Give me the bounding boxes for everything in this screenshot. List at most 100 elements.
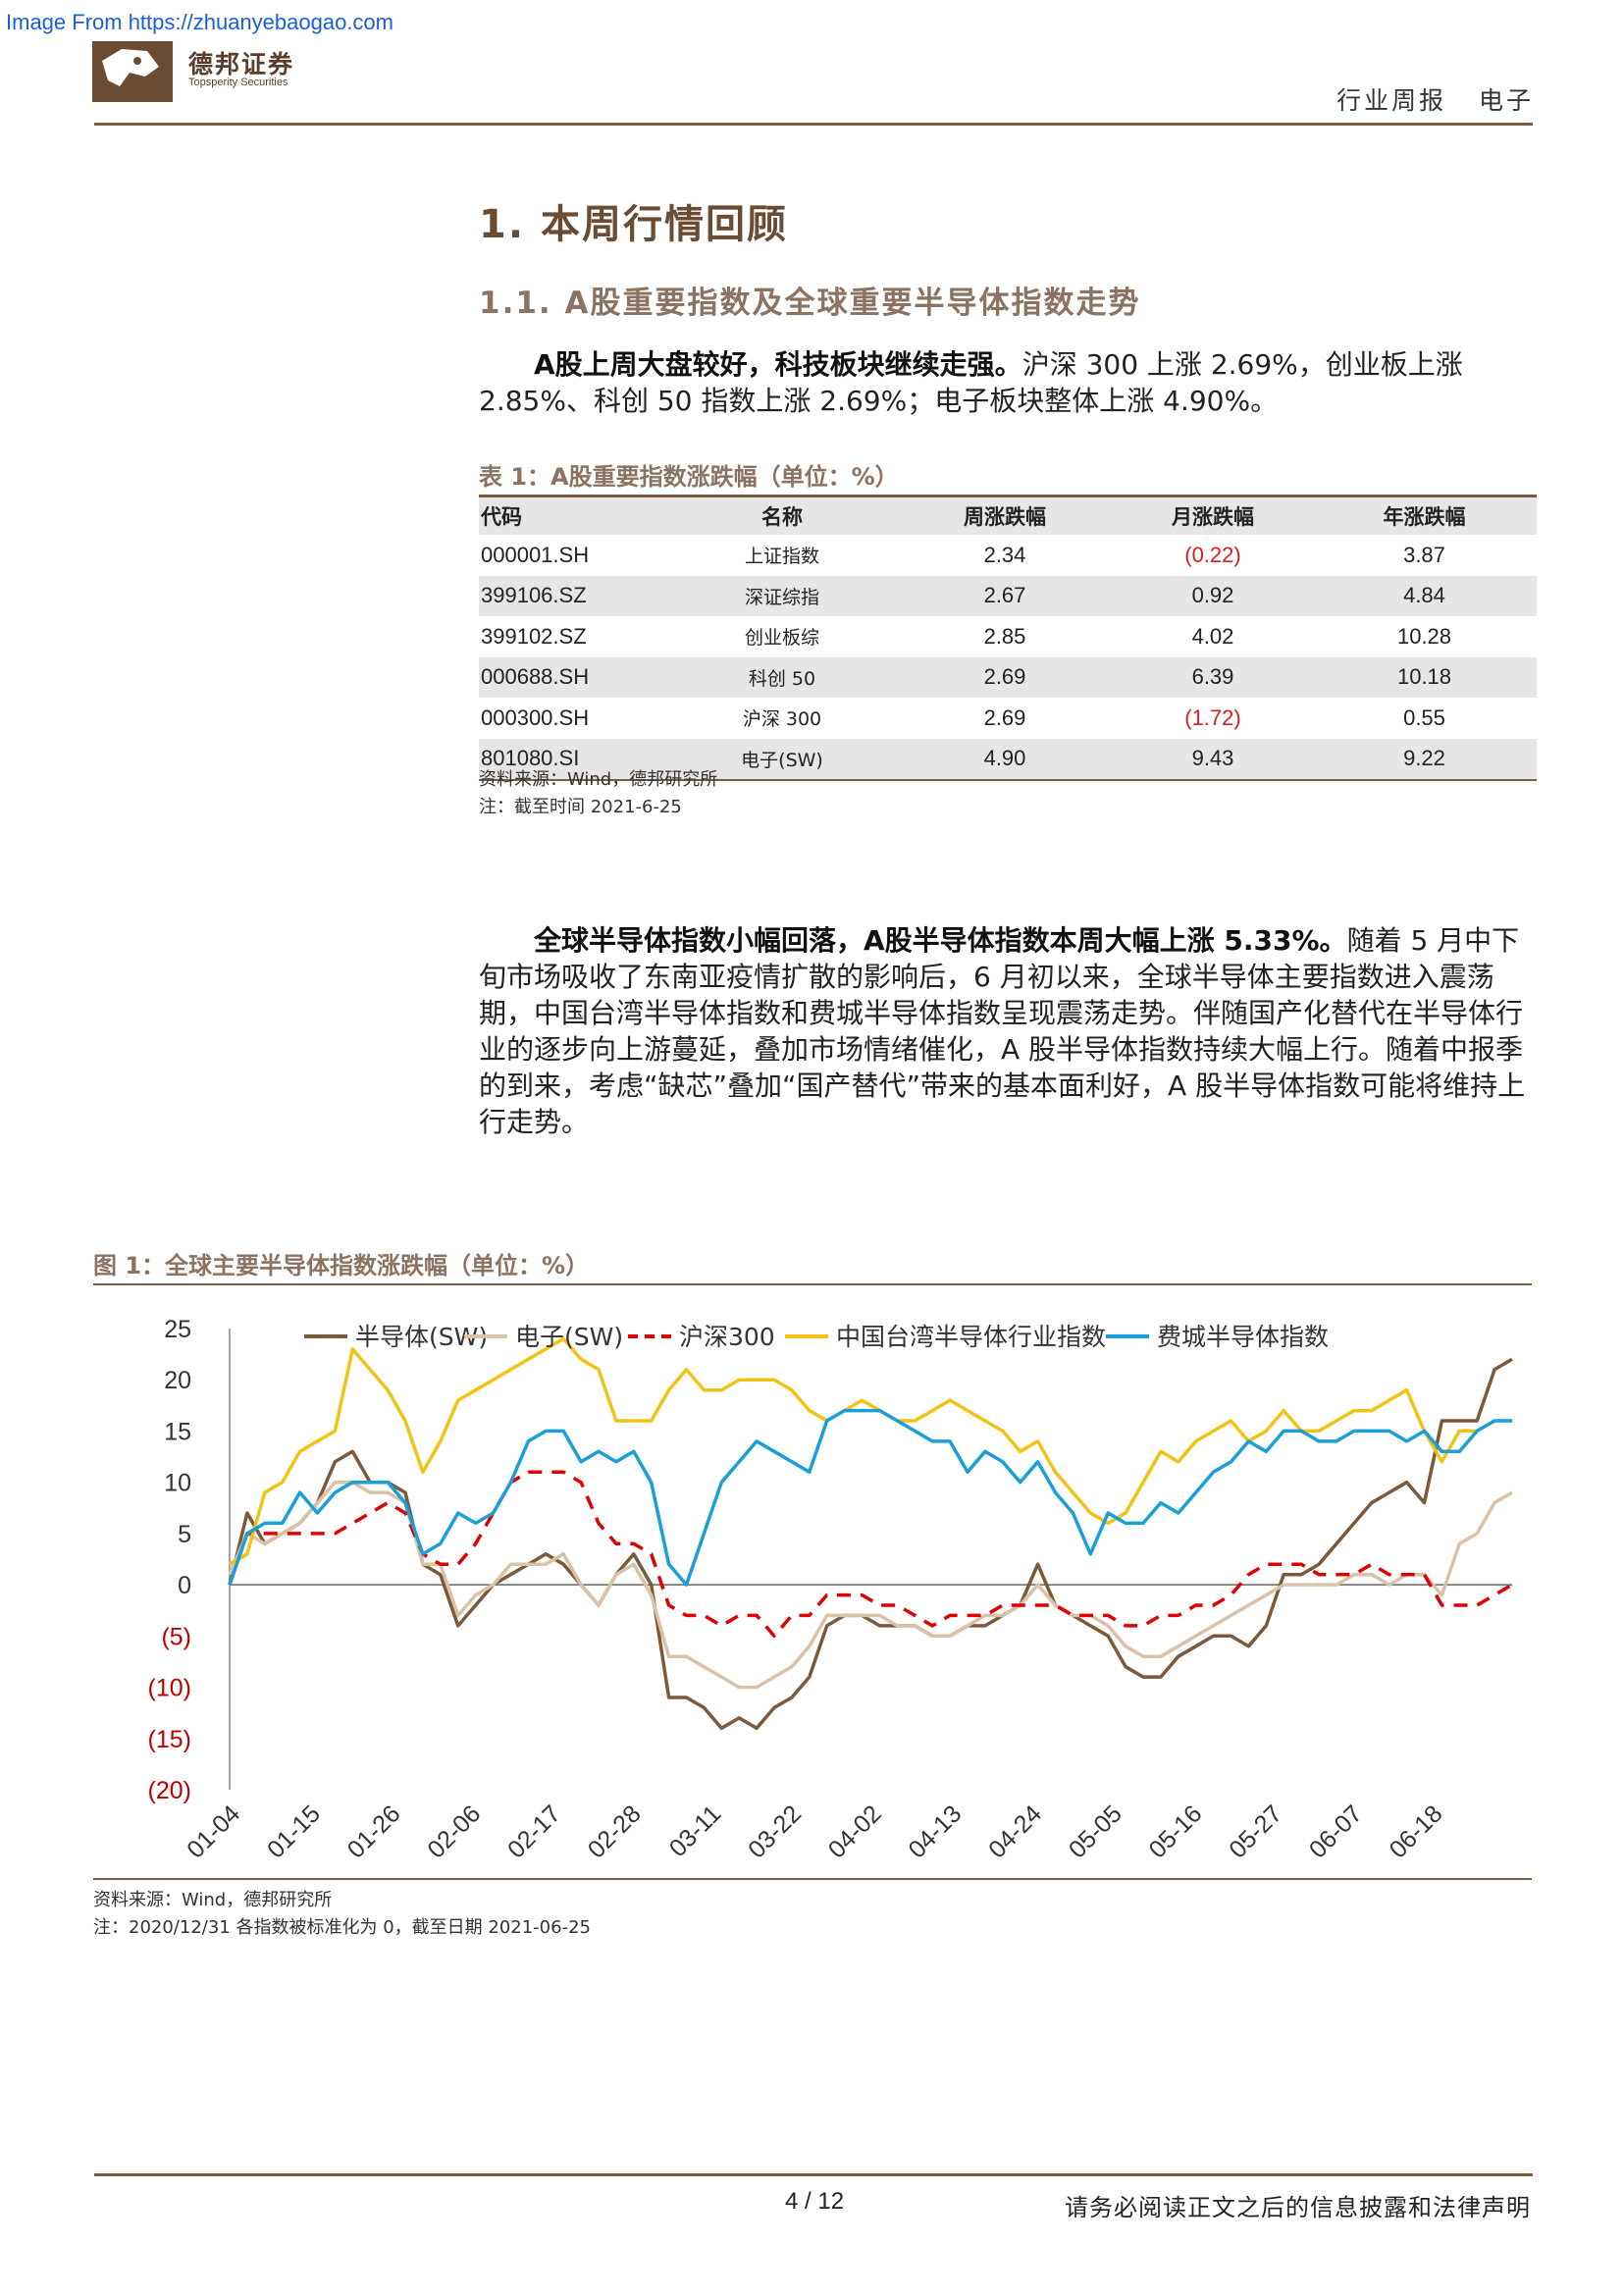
brand-name-en: Topsperity Securities: [188, 77, 288, 88]
paragraph-lead: A股上周大盘较好，科技板块继续走强。: [534, 348, 1022, 381]
x-tick-label: 01-15: [262, 1800, 326, 1863]
cell-month: 6.39: [1114, 656, 1312, 698]
cell-year: 10.18: [1312, 656, 1537, 698]
y-tick-label: 15: [164, 1418, 191, 1445]
series-line: [228, 1357, 1513, 1731]
paragraph-body: 随着 5 月中下旬市场吸收了东南亚疫情扩散的影响后，6 月初以来，全球半导体主要…: [479, 924, 1526, 1138]
y-tick-label: (5): [161, 1623, 191, 1650]
col-week: 周涨跌幅: [896, 495, 1114, 535]
cell-code: 399106.SZ: [479, 575, 668, 616]
legend-label: 费城半导体指数: [1157, 1323, 1329, 1351]
page-number: 4 / 12: [785, 2188, 845, 2215]
cell-name: 创业板综: [744, 627, 819, 650]
y-tick-label: 0: [178, 1572, 191, 1599]
footer-divider: [94, 2173, 1533, 2176]
x-tick-label: 01-26: [342, 1800, 406, 1863]
section-heading: 1. 本周行情回顾: [479, 202, 788, 247]
header-divider: [94, 123, 1533, 126]
series-lines: [228, 1336, 1513, 1731]
paragraph-a-shares: A股上周大盘较好，科技板块继续走强。沪深 300 上涨 2.69%，创业板上涨 …: [479, 346, 1539, 419]
report-sector: 电子: [1478, 86, 1534, 115]
cell-year: 4.84: [1312, 575, 1537, 616]
x-tick-label: 04-24: [983, 1800, 1047, 1863]
cell-week: 2.85: [983, 623, 1026, 649]
y-tick-label: (20): [148, 1777, 191, 1804]
x-tick-label: 03-22: [743, 1800, 807, 1863]
table-row: 801080.SI 电子(SW) 4.90 9.43 9.22: [479, 738, 1537, 781]
paragraph-lead: 全球半导体指数小幅回落，A股半导体指数本周大幅上涨 5.33%。: [534, 924, 1347, 957]
cell-year: 9.22: [1312, 738, 1537, 781]
cell-week: 2.67: [896, 575, 1114, 616]
figure-divider-top: [93, 1283, 1532, 1285]
series-line: [229, 1336, 1478, 1566]
y-tick-label: 25: [164, 1316, 191, 1343]
cell-month: (1.72): [1184, 704, 1241, 730]
x-tick-label: 04-02: [823, 1800, 887, 1863]
cell-year: 0.55: [1403, 704, 1445, 730]
table-header-row: 代码 名称 周涨跌幅 月涨跌幅 年涨跌幅: [479, 495, 1537, 535]
x-tick-label: 05-16: [1143, 1800, 1207, 1863]
cell-name: 上证指数: [744, 546, 819, 568]
x-tick-label: 02-28: [583, 1800, 647, 1863]
paragraph-body: 沪深 300 上涨 2.69%，创业板上涨 2.85%、科创 50 指数上涨 2…: [479, 348, 1463, 417]
cell-code: 000688.SH: [479, 656, 668, 698]
report-type: 行业周报 电子: [1336, 81, 1534, 117]
cell-year: 3.87: [1403, 542, 1445, 567]
legal-disclaimer: 请务必阅读正文之后的信息披露和法律声明: [1065, 2194, 1531, 2221]
cell-month: (0.22): [1184, 542, 1241, 567]
series-line: [228, 1408, 1512, 1587]
cell-month: 4.02: [1191, 623, 1234, 649]
y-tick-label: 10: [164, 1470, 191, 1497]
cell-year: 10.28: [1396, 623, 1452, 649]
semiconductor-index-chart: 25 20 15 10 5 0 (5) (10) (15) (20) 01-04 01-15 01-2…: [148, 1316, 1513, 1863]
source-watermark: Image From https://zhuanyebaogao.com: [6, 10, 393, 34]
cell-name: 科创 50: [668, 656, 896, 698]
x-tick-label: 05-27: [1224, 1800, 1287, 1863]
y-tick-label: (15): [148, 1726, 191, 1753]
y-tick-label: 5: [178, 1521, 191, 1548]
table-caption: 表 1：A股重要指数涨跌幅（单位：%）: [479, 463, 899, 491]
x-tick-label: 03-11: [664, 1800, 727, 1862]
table-note: 注：截至时间 2021-6-25: [479, 797, 682, 817]
series-line: [228, 1470, 1513, 1639]
brand-logo: [92, 41, 173, 102]
x-axis: 01-04 01-15 01-26 02-06 02-17 02-28 03-11 03-22…: [182, 1800, 1447, 1863]
brand-name: 德邦证券: [188, 50, 295, 78]
x-tick-label: 01-04: [182, 1800, 245, 1863]
cell-month: 0.92: [1114, 575, 1312, 616]
index-table: 代码 名称 周涨跌幅 月涨跌幅 年涨跌幅 000001.SH 上证指数 2.34…: [479, 495, 1537, 781]
col-year: 年涨跌幅: [1312, 495, 1537, 535]
cell-code: 000300.SH: [481, 704, 590, 730]
cell-month: 9.43: [1114, 738, 1312, 781]
x-tick-label: 02-17: [502, 1800, 566, 1863]
cell-code: 399102.SZ: [481, 623, 587, 649]
figure-source: 资料来源：Wind，德邦研究所: [93, 1890, 333, 1910]
x-tick-label: 06-07: [1304, 1800, 1368, 1863]
series-line: [228, 1480, 1513, 1690]
figure-note: 注：2020/12/31 各指数被标准化为 0，截至日期 2021-06-25: [93, 1917, 591, 1938]
y-tick-label: (10): [148, 1675, 191, 1702]
cell-week: 2.69: [983, 704, 1026, 730]
cell-week: 4.90: [896, 738, 1114, 781]
table-row: 399106.SZ 深证综指 2.67 0.92 4.84: [479, 575, 1537, 616]
cell-name: 沪深 300: [742, 708, 822, 731]
y-axis: 25 20 15 10 5 0 (5) (10) (15) (20): [148, 1316, 191, 1804]
cell-week: 2.34: [983, 542, 1026, 567]
table-row: 000001.SH 上证指数 2.34 (0.22) 3.87: [479, 535, 1537, 576]
paragraph-semiconductor: 全球半导体指数小幅回落，A股半导体指数本周大幅上涨 5.33%。随着 5 月中下…: [479, 922, 1539, 1140]
cell-week: 2.69: [896, 656, 1114, 698]
chart-legend: 半导体(SW) 电子(SW) 沪深300 中国台湾半导体行业指数 费城半导体指数: [304, 1323, 1329, 1351]
cell-code: 801080.SI: [479, 738, 668, 781]
table-row: 000300.SH 沪深 300 2.69 (1.72) 0.55: [479, 698, 1537, 739]
x-tick-label: 05-05: [1064, 1800, 1127, 1863]
figure-caption: 图 1：全球主要半导体指数涨跌幅（单位：%）: [93, 1252, 590, 1279]
x-tick-label: 02-06: [422, 1800, 486, 1863]
y-tick-label: 20: [164, 1367, 191, 1394]
col-month: 月涨跌幅: [1114, 495, 1312, 535]
cell-name: 深证综指: [668, 575, 896, 616]
x-tick-label: 04-13: [903, 1800, 967, 1863]
table-row: 000688.SH 科创 50 2.69 6.39 10.18: [479, 656, 1537, 698]
col-name: 名称: [668, 495, 896, 535]
report-category: 行业周报: [1336, 86, 1447, 115]
legend-label: 中国台湾半导体行业指数: [836, 1323, 1106, 1351]
